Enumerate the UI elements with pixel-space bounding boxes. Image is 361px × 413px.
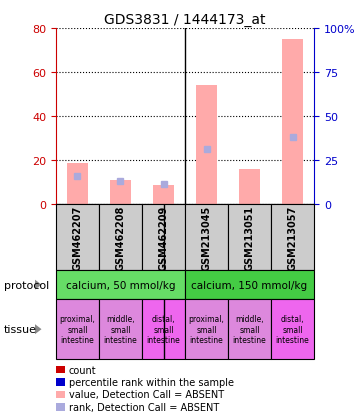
Bar: [185, 204, 228, 271]
Bar: [228, 299, 271, 359]
Text: GSM213045: GSM213045: [201, 205, 212, 270]
Bar: [142, 299, 185, 359]
Text: GSM213051: GSM213051: [244, 205, 255, 270]
Bar: [110, 180, 131, 204]
Text: proximal,
small
intestine: proximal, small intestine: [188, 315, 225, 344]
Text: GSM213057: GSM213057: [288, 205, 297, 270]
Text: value, Detection Call = ABSENT: value, Detection Call = ABSENT: [69, 389, 224, 399]
Text: proximal,
small
intestine: proximal, small intestine: [60, 315, 95, 344]
Bar: [56, 299, 99, 359]
Text: percentile rank within the sample: percentile rank within the sample: [69, 377, 234, 387]
Text: count: count: [69, 365, 96, 375]
Text: rank, Detection Call = ABSENT: rank, Detection Call = ABSENT: [69, 402, 219, 412]
Bar: [99, 299, 142, 359]
Text: middle,
small
intestine: middle, small intestine: [104, 315, 137, 344]
Bar: [142, 204, 185, 271]
Bar: [185, 271, 314, 299]
Bar: [271, 204, 314, 271]
Bar: [153, 186, 174, 204]
Bar: [56, 271, 185, 299]
Text: middle,
small
intestine: middle, small intestine: [233, 315, 266, 344]
Bar: [185, 299, 228, 359]
Text: tissue: tissue: [4, 324, 36, 335]
Text: calcium, 150 mmol/kg: calcium, 150 mmol/kg: [191, 280, 308, 290]
Bar: [282, 40, 303, 204]
Title: GDS3831 / 1444173_at: GDS3831 / 1444173_at: [104, 12, 266, 26]
Bar: [228, 204, 271, 271]
Bar: [239, 169, 260, 204]
Text: distal,
small
intestine: distal, small intestine: [276, 315, 309, 344]
Text: calcium, 50 mmol/kg: calcium, 50 mmol/kg: [66, 280, 175, 290]
Bar: [56, 204, 99, 271]
Bar: [67, 164, 88, 204]
Text: distal,
small
intestine: distal, small intestine: [147, 315, 180, 344]
Bar: [196, 86, 217, 204]
Text: protocol: protocol: [4, 280, 49, 290]
Bar: [271, 299, 314, 359]
Text: GSM462209: GSM462209: [158, 205, 169, 270]
Bar: [99, 204, 142, 271]
Text: GSM462207: GSM462207: [73, 205, 82, 270]
Text: GSM462208: GSM462208: [116, 205, 126, 270]
